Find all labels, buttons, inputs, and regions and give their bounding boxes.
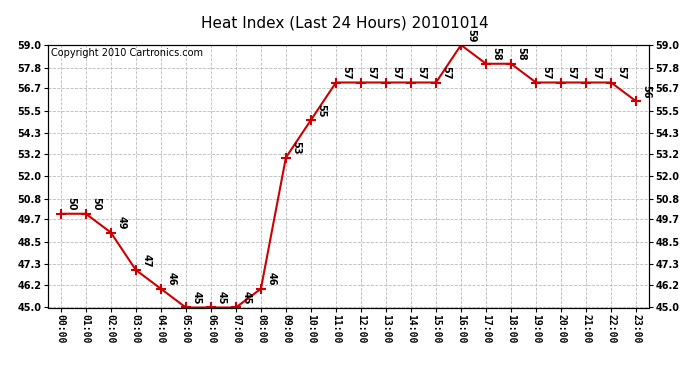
Text: 57: 57 <box>417 66 426 80</box>
Text: 45: 45 <box>241 291 251 305</box>
Text: 56: 56 <box>642 85 651 99</box>
Text: 58: 58 <box>517 47 526 61</box>
Text: Heat Index (Last 24 Hours) 20101014: Heat Index (Last 24 Hours) 20101014 <box>201 15 489 30</box>
Text: 53: 53 <box>291 141 302 155</box>
Text: 58: 58 <box>491 47 502 61</box>
Text: Copyright 2010 Cartronics.com: Copyright 2010 Cartronics.com <box>51 48 204 58</box>
Text: 57: 57 <box>542 66 551 80</box>
Text: 57: 57 <box>566 66 577 80</box>
Text: 47: 47 <box>141 254 151 267</box>
Text: 57: 57 <box>591 66 602 80</box>
Text: 57: 57 <box>391 66 402 80</box>
Text: 57: 57 <box>442 66 451 80</box>
Text: 57: 57 <box>366 66 377 80</box>
Text: 46: 46 <box>266 273 277 286</box>
Text: 50: 50 <box>91 198 101 211</box>
Text: 49: 49 <box>117 216 126 230</box>
Text: 45: 45 <box>217 291 226 305</box>
Text: 55: 55 <box>317 104 326 117</box>
Text: 57: 57 <box>617 66 627 80</box>
Text: 57: 57 <box>342 66 351 80</box>
Text: 59: 59 <box>466 29 477 42</box>
Text: 45: 45 <box>191 291 201 305</box>
Text: 50: 50 <box>66 198 77 211</box>
Text: 46: 46 <box>166 273 177 286</box>
